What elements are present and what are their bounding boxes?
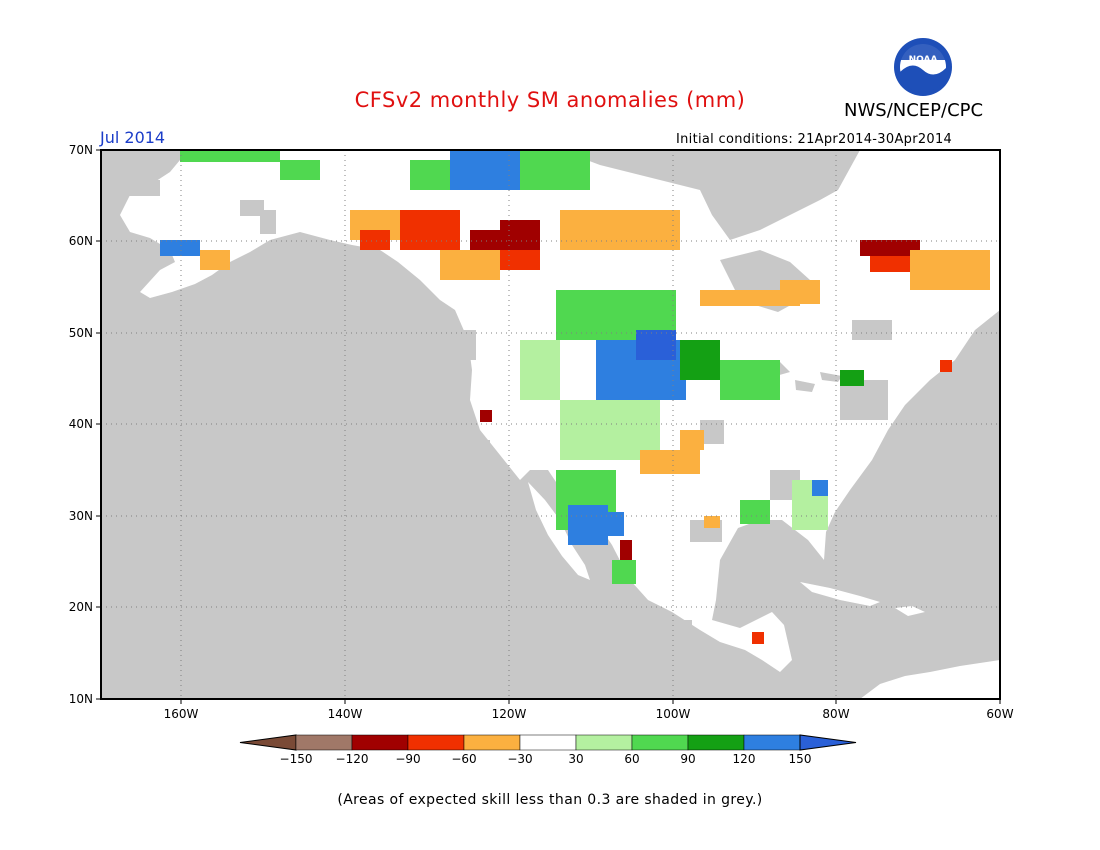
legend-tick-label: 30 [568, 752, 583, 766]
legend-tick-label: 120 [733, 752, 756, 766]
lat-label-20n: 20N [69, 600, 93, 614]
axis-ticks [96, 149, 1001, 704]
lon-label-80w: 80W [822, 707, 849, 721]
legend-tick-label: 60 [624, 752, 639, 766]
lon-label-100w: 100W [656, 707, 691, 721]
anomaly-patches [160, 150, 990, 644]
lat-label-40n: 40N [69, 417, 93, 431]
legend-tick-label: −120 [336, 752, 369, 766]
lat-label-60n: 60N [69, 234, 93, 248]
lon-label-160w: 160W [164, 707, 199, 721]
legend-swatch [743, 734, 801, 751]
valid-period-label: Jul 2014 [100, 128, 166, 147]
legend-swatch [463, 734, 521, 751]
lat-label-30n: 30N [69, 509, 93, 523]
legend-swatch [687, 734, 745, 751]
legend-arrow-high [799, 734, 857, 751]
skill-footnote: (Areas of expected skill less than 0.3 a… [337, 792, 763, 808]
legend-swatch [407, 734, 465, 751]
legend-tick-label: −60 [451, 752, 476, 766]
legend-swatch [575, 734, 633, 751]
chart-title: CFSv2 monthly SM anomalies (mm) [354, 88, 746, 112]
legend-tick-label: −90 [395, 752, 420, 766]
color-legend: −150 −120 −90 −60 −30 30 60 90 120 150 [239, 734, 857, 766]
noaa-logo: NOAA [894, 38, 952, 96]
greenland [890, 150, 1000, 240]
legend-swatch [351, 734, 409, 751]
noaa-logo-text: NOAA [909, 55, 938, 65]
legend-tick-label: −150 [280, 752, 313, 766]
legend-swatch [519, 734, 577, 751]
hispaniola [895, 606, 925, 616]
legend-arrow-low [239, 734, 297, 751]
initial-conditions-label: Initial conditions: 21Apr2014-30Apr2014 [676, 132, 953, 147]
legend-swatch [631, 734, 689, 751]
lat-label-10n: 10N [69, 692, 93, 706]
baja-peninsula [528, 482, 590, 580]
lat-label-70n: 70N [69, 143, 93, 157]
legend-tick-label: 90 [680, 752, 695, 766]
legend-tick-label: −30 [507, 752, 532, 766]
map-area: 70N 60N 50N 40N 30N 20N 10N 160W 140W 12… [69, 143, 1014, 721]
lon-label-140w: 140W [328, 707, 363, 721]
legend-swatch [295, 734, 353, 751]
lon-label-60w: 60W [986, 707, 1013, 721]
lon-label-120w: 120W [492, 707, 527, 721]
lat-label-50n: 50N [69, 326, 93, 340]
south-america-edge [860, 660, 1000, 699]
legend-tick-label: 150 [789, 752, 812, 766]
organization-label: NWS/NCEP/CPC [844, 100, 984, 121]
cuba [800, 582, 880, 606]
